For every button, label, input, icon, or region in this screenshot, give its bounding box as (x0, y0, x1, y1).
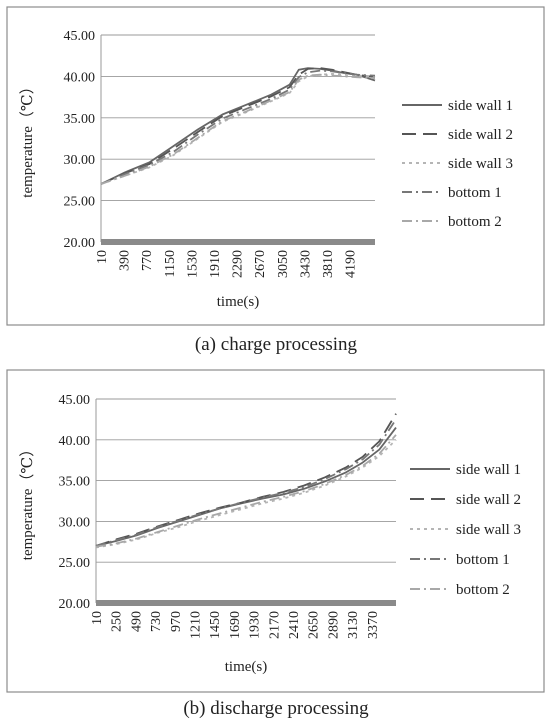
chart-b-x-tick-label: 970 (169, 611, 184, 632)
chart-b-x-tick-label: 1450 (208, 611, 223, 639)
chart-b-y-tick-label: 45.00 (59, 393, 91, 408)
chart-b-y-tick-label: 25.00 (59, 556, 91, 571)
chart-a-x-tick-label: 770 (140, 250, 155, 271)
chart-b-x-tick-label: 1690 (228, 611, 243, 639)
chart-a-series-line-bottom-1 (100, 69, 376, 185)
chart-a-x-tick-label: 2290 (231, 250, 246, 278)
chart-a-series-line-side-wall-2 (100, 67, 376, 185)
chart-b-series-line-bottom-1 (95, 418, 397, 547)
chart-a-x-tick-label: 1530 (185, 250, 200, 278)
chart-a-y-tick-label: 25.00 (64, 195, 96, 210)
chart-panel-b: 20.00 25.00 30.00 35.00 40.00 45.00 10 250 490 73… (0, 362, 552, 725)
chart-b-x-tick-label: 250 (110, 611, 125, 632)
chart-b-svg: 20.00 25.00 30.00 35.00 40.00 45.00 10 250 490 73… (6, 369, 545, 693)
chart-a-y-tick-label: 35.00 (64, 112, 96, 127)
chart-a-x-tick-label: 1150 (163, 250, 178, 277)
chart-b-y-tick-label: 35.00 (59, 475, 91, 490)
chart-b-series-line-bottom-2 (95, 434, 397, 548)
chart-b-x-tick-label: 730 (149, 611, 164, 632)
chart-b-x-axis-title: time(s) (225, 659, 268, 675)
chart-b-legend-label: bottom 2 (456, 582, 510, 598)
chart-a-x-axis-baseline (101, 239, 375, 245)
chart-a-x-tick-label: 390 (118, 250, 133, 271)
chart-a-y-tick-label: 20.00 (64, 236, 96, 251)
chart-a-x-axis-title: time(s) (217, 294, 260, 310)
chart-b-y-tick-label: 30.00 (59, 515, 91, 530)
chart-a-legend-label: side wall 3 (448, 156, 513, 172)
chart-b-legend-label: bottom 1 (456, 552, 510, 568)
chart-b-x-tick-label: 3130 (346, 611, 361, 639)
chart-b-y-tick-label: 20.00 (59, 597, 91, 612)
chart-b-frame (6, 369, 545, 693)
chart-a-legend-label: side wall 2 (448, 127, 513, 143)
chart-a-frame (6, 6, 545, 326)
chart-b-series-line-side-wall-3 (95, 439, 397, 549)
chart-b-x-tick-label: 10 (90, 611, 105, 625)
chart-a-caption: (a) charge processing (194, 334, 358, 355)
chart-b-x-tick-label: 2650 (307, 611, 322, 639)
chart-b-series-line-side-wall-2 (95, 413, 397, 547)
chart-b-y-axis-title: temperature（℃） (19, 442, 36, 560)
chart-a-x-tick-label: 10 (95, 250, 110, 264)
chart-b-x-tick-label: 1930 (248, 611, 263, 639)
chart-a-legend-label: bottom 2 (448, 214, 502, 230)
chart-b-legend-label: side wall 1 (456, 462, 521, 478)
chart-a-svg: 20.00 25.00 30.00 35.00 40.00 45.00 10 390 770 11… (6, 6, 545, 326)
chart-b-x-axis-baseline (96, 600, 396, 606)
chart-a-y-tick-label: 45.00 (64, 29, 96, 44)
chart-a-legend-label: side wall 1 (448, 98, 513, 114)
chart-b-x-tick-label: 2170 (267, 611, 282, 639)
chart-b-legend-label: side wall 3 (456, 522, 521, 538)
chart-a-x-tick-label: 1910 (208, 250, 223, 278)
chart-a-x-tick-label: 3810 (321, 250, 336, 278)
chart-a-legend-label: bottom 1 (448, 185, 502, 201)
chart-a-y-tick-label: 30.00 (64, 153, 96, 168)
chart-b-legend-label: side wall 2 (456, 492, 521, 508)
chart-b-x-tick-label: 1210 (189, 611, 204, 639)
chart-a-series-line-bottom-2 (100, 73, 376, 185)
chart-b-x-tick-label: 490 (129, 611, 144, 632)
chart-a-y-tick-label: 40.00 (64, 70, 96, 85)
chart-b-y-tick-label: 40.00 (59, 434, 91, 449)
chart-a-x-tick-label: 3430 (298, 250, 313, 278)
chart-a-x-tick-label: 2670 (253, 250, 268, 278)
chart-b-x-tick-label: 2890 (326, 611, 341, 639)
chart-a-y-axis-title: temperature（℃） (19, 79, 36, 197)
chart-b-series-line-side-wall-1 (95, 427, 397, 547)
chart-b-x-tick-label: 3370 (366, 611, 381, 639)
chart-a-x-tick-label: 4190 (344, 250, 359, 278)
chart-a-x-tick-label: 3050 (276, 250, 291, 278)
chart-panel-a: 20.00 25.00 30.00 35.00 40.00 45.00 10 390 770 11… (0, 0, 552, 362)
chart-b-x-tick-label: 2410 (287, 611, 302, 639)
chart-b-caption: (b) discharge processing (183, 698, 369, 719)
